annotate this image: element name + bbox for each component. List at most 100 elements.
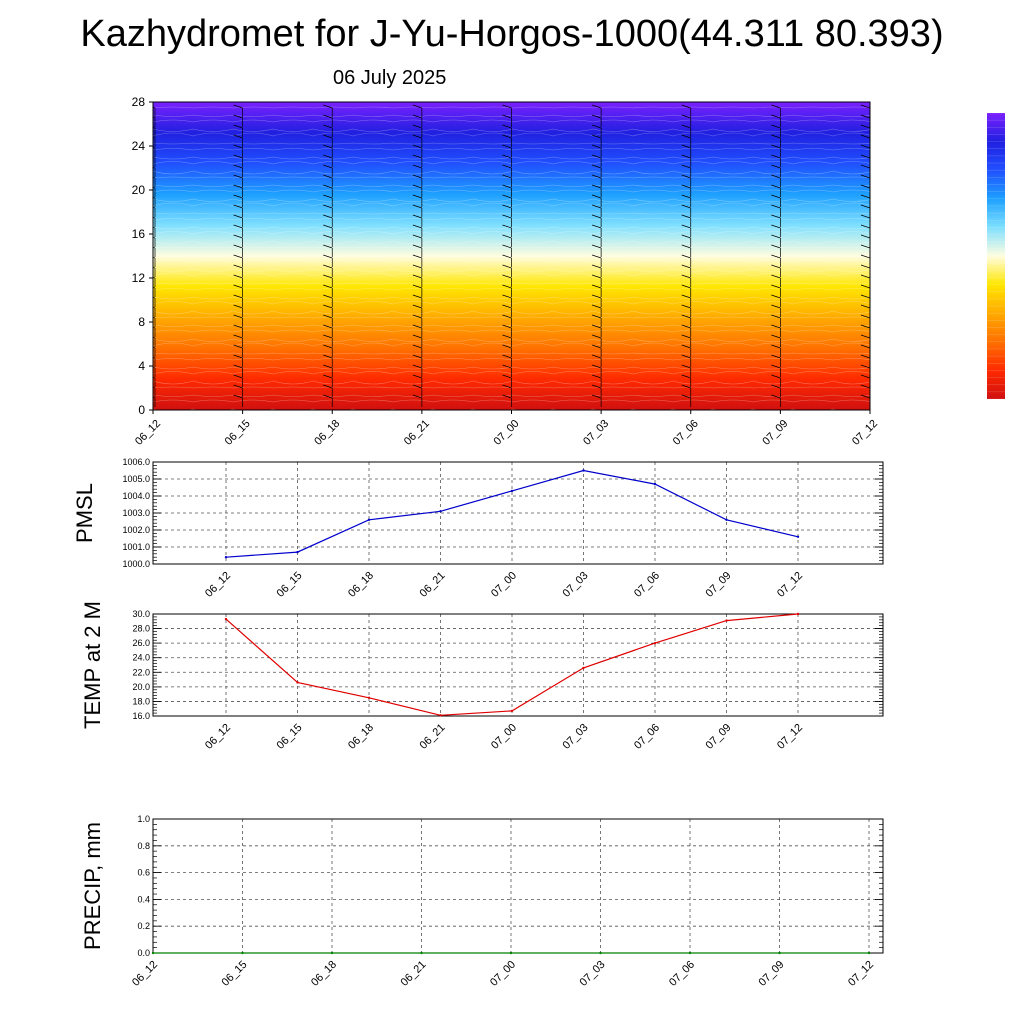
wind-barb: [323, 344, 333, 357]
wind-barb: [502, 374, 512, 387]
x-tick-label: 06_18: [346, 722, 376, 752]
wind-barb: [592, 234, 602, 247]
wind-barb: [860, 194, 870, 207]
y-tick-label: 1000.0: [122, 559, 150, 569]
wind-barb: [771, 234, 781, 247]
plot-area: [153, 614, 883, 716]
wind-barb: [502, 194, 512, 207]
data-point: [796, 535, 800, 538]
wind-barb: [502, 364, 512, 377]
wind-barb: [771, 194, 781, 207]
wind-barb: [233, 354, 243, 367]
wind-barb: [412, 264, 423, 277]
wind-barb: [502, 214, 512, 227]
wind-barb: [860, 124, 870, 137]
wind-barb: [233, 344, 243, 357]
wind-barb: [412, 224, 423, 237]
wind-barb: [412, 384, 423, 397]
wind-barb: [592, 224, 602, 237]
wind-barb: [502, 334, 512, 347]
wind-barb: [681, 334, 692, 347]
wind-barb: [771, 164, 781, 177]
wind-barb: [323, 244, 333, 257]
contour-line: [153, 282, 870, 285]
data-point: [796, 612, 800, 616]
wind-barb: [412, 214, 423, 227]
y-tick-label: 0.6: [137, 868, 150, 878]
y-tick-label: 1004.0: [122, 491, 150, 501]
x-tick-label: 07_12: [850, 418, 880, 448]
wind-barb: [592, 314, 602, 327]
wind-barb: [233, 114, 243, 127]
wind-barb: [412, 174, 423, 187]
wind-barb: [860, 374, 870, 387]
wind-barb: [860, 234, 870, 247]
wind-barb: [681, 234, 692, 247]
data-point: [725, 619, 728, 622]
wind-barb: [771, 344, 781, 357]
wind-barb: [592, 284, 602, 297]
wind-barb: [681, 294, 692, 307]
y-tick-label: 8: [138, 315, 145, 329]
wind-barb: [323, 214, 333, 227]
contour-line: [153, 254, 870, 257]
contour-line: [153, 296, 870, 300]
wind-barb: [771, 184, 781, 197]
wind-barb: [233, 124, 243, 137]
x-tick-label: 06_12: [130, 959, 160, 989]
wind-barb: [412, 354, 423, 367]
wind-barb: [502, 314, 512, 327]
wind-barb: [681, 394, 692, 407]
wind-barb: [681, 104, 692, 117]
data-point: [867, 951, 871, 955]
wind-barb: [502, 124, 512, 137]
contour-line: [153, 231, 870, 235]
wind-barb: [681, 324, 692, 337]
wind-barb: [502, 204, 512, 217]
cross-section-panel: 0 4 8 12 16 20 24 28 06_12 06_15 06_18 06_21 07_00 07…: [132, 95, 880, 448]
wind-barb: [323, 324, 333, 337]
wind-barb: [502, 384, 512, 397]
x-tick-label: 06_18: [309, 959, 339, 989]
wind-barb: [592, 264, 602, 277]
x-tick-label: 06_12: [203, 570, 233, 600]
wind-barb: [592, 214, 602, 227]
data-point: [151, 951, 155, 955]
wind-barb: [681, 144, 692, 157]
x-tick-label: 07_09: [757, 959, 787, 989]
wind-barb: [860, 254, 870, 267]
wind-barbs: [153, 104, 870, 407]
colorbar: [987, 112, 1005, 400]
wind-barb: [502, 254, 512, 267]
wind-barb: [323, 204, 333, 217]
wind-barb: [323, 294, 333, 307]
y-tick-label: 16: [132, 227, 146, 241]
wind-barb: [860, 284, 870, 297]
wind-barb: [233, 154, 243, 167]
wind-barb: [771, 214, 781, 227]
wind-barb: [860, 104, 870, 117]
wind-barb: [592, 114, 602, 127]
y-tick-label: 28: [132, 95, 146, 109]
contour-line: [153, 119, 870, 123]
wind-barb: [502, 174, 512, 187]
wind-barb: [681, 254, 692, 267]
wind-barb: [412, 274, 423, 287]
contour-line: [153, 338, 870, 342]
precip-panel: 0.0 0.2 0.4 0.6 0.8 1.0 06_12 06_15 06_18 06_21 07…: [80, 814, 884, 989]
x-tick-label: 06_15: [220, 959, 250, 989]
wind-barb: [860, 384, 870, 397]
wind-barb: [681, 314, 692, 327]
wind-barb: [233, 194, 243, 207]
contour-line: [153, 156, 870, 160]
wind-barb: [771, 134, 781, 147]
contour-line: [153, 132, 870, 137]
x-tick-label: 07_03: [581, 418, 611, 448]
wind-barb: [323, 224, 333, 237]
x-tick-label: 07_12: [775, 570, 805, 600]
wind-barb: [681, 124, 692, 137]
wind-barb: [502, 164, 512, 177]
wind-barb: [860, 314, 870, 327]
wind-barb: [681, 134, 692, 147]
